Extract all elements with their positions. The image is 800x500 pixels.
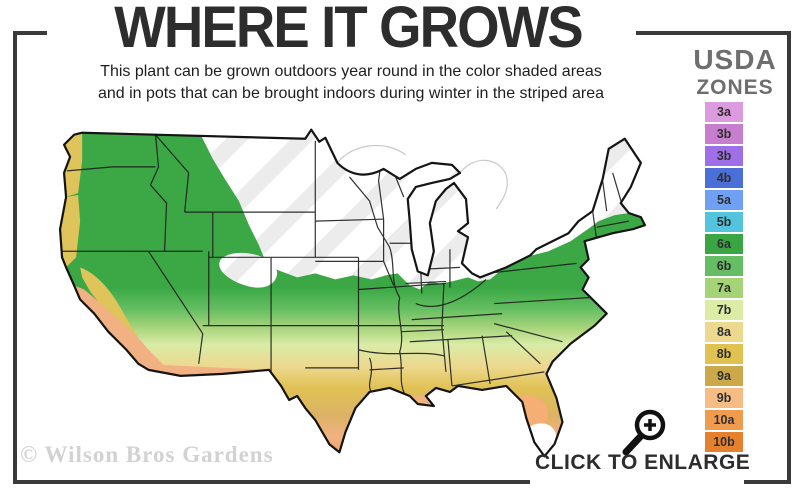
zone-chip-10a: 10a xyxy=(705,410,743,430)
zone-chip-7b: 7b xyxy=(705,300,743,320)
magnifier-plus-icon[interactable] xyxy=(618,406,672,465)
zone-chip-8b: 8b xyxy=(705,344,743,364)
zone-chip-8a: 8a xyxy=(705,322,743,342)
zone-chip-3a: 3a xyxy=(705,102,743,122)
zone-chip-3b: 3b xyxy=(705,124,743,144)
zone-list: 3a 3b 3b 4b 5a 5b 6a 6b 7a 7b 8a 8b 9a 9b 10a 10b xyxy=(705,102,743,454)
usda-zone-map[interactable] xyxy=(52,116,670,479)
map-fill-layers xyxy=(60,129,645,457)
zone-chip-5b: 5b xyxy=(705,212,743,232)
zone-chip-4b: 4b xyxy=(705,168,743,188)
zone-chip-7a: 7a xyxy=(705,278,743,298)
watermark: © Wilson Bros Gardens xyxy=(20,442,274,467)
zone-chip-6a: 6a xyxy=(705,234,743,254)
frame-bottom-left xyxy=(13,480,530,484)
canada-shoreline-hint xyxy=(336,144,508,210)
click-to-enlarge-label[interactable]: CLICK TO ENLARGE xyxy=(535,451,751,474)
frame-bottom-right xyxy=(744,480,791,484)
frame-right xyxy=(787,31,791,484)
page-title: WHERE IT GROWS xyxy=(114,0,583,60)
us-outline xyxy=(58,128,646,458)
us-map-svg xyxy=(58,128,646,458)
subtitle-line-1: This plant can be grown outdoors year ro… xyxy=(100,63,602,80)
subtitle: This plant can be grown outdoors year ro… xyxy=(58,61,644,104)
zone-chip-6b: 6b xyxy=(705,256,743,276)
legend-title: USDA ZONES xyxy=(676,44,794,99)
zone-chip-10b: 10b xyxy=(705,432,743,452)
legend-title-usda: USDA xyxy=(693,44,777,75)
subtitle-line-2: and in pots that can be brought indoors … xyxy=(97,84,605,102)
legend-title-zones: ZONES xyxy=(696,76,774,99)
zone-chip-9a: 9a xyxy=(705,366,743,386)
state-borders xyxy=(60,134,629,397)
zone-chip-5a: 5a xyxy=(705,190,743,210)
frame-left xyxy=(13,31,17,484)
zone-chip-3b: 3b xyxy=(705,146,743,166)
frame-top-left xyxy=(13,31,47,35)
frame-top-right xyxy=(636,31,791,35)
zone-chip-9b: 9b xyxy=(705,388,743,408)
